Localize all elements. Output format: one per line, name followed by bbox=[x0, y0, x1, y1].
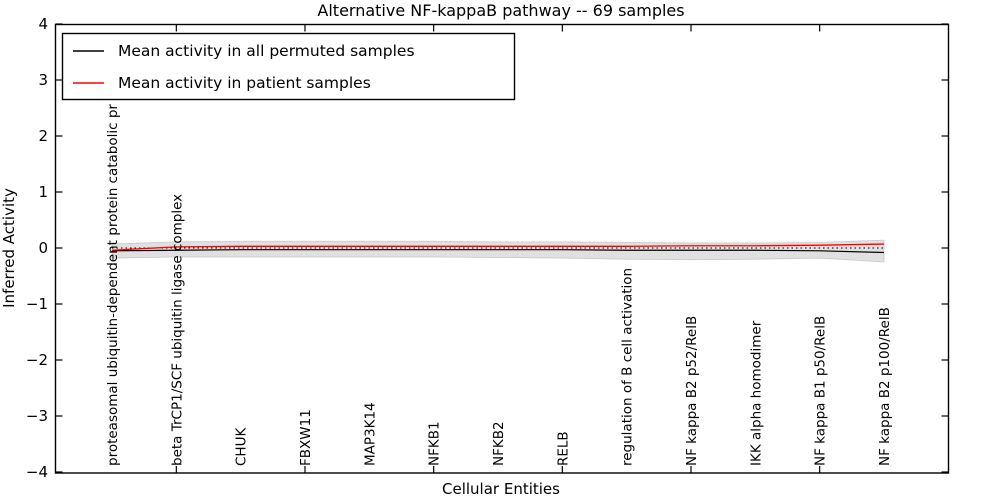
legend-label-patient: Mean activity in patient samples bbox=[118, 74, 371, 92]
plot-border bbox=[54, 23, 950, 474]
x-category-label: regulation of B cell activation bbox=[620, 268, 636, 466]
x-category-label: NFKB1 bbox=[427, 421, 443, 466]
chart-title: Alternative NF-kappaB pathway -- 69 samp… bbox=[317, 1, 684, 20]
x-category-label: NF kappa B2 p100/RelB bbox=[877, 307, 893, 466]
legend-box bbox=[61, 32, 516, 101]
x-category-label: MAP3K14 bbox=[362, 402, 378, 466]
x-category-label: NFKB2 bbox=[491, 421, 507, 466]
x-axis-label: Cellular Entities bbox=[442, 480, 560, 498]
confidence-band bbox=[111, 239, 885, 263]
y-tick-label: −4 bbox=[26, 463, 48, 481]
patient-mean-line bbox=[111, 243, 885, 251]
legend: Mean activity in all permuted samples Me… bbox=[61, 32, 516, 101]
y-tick-label: −1 bbox=[26, 295, 48, 313]
x-category-label: NF kappa B2 p52/RelB bbox=[684, 316, 700, 466]
x-category-label: FBXW11 bbox=[298, 409, 314, 466]
x-category-label: RELB bbox=[555, 431, 571, 466]
x-category-label: proteasomal ubiquitin-dependent protein … bbox=[105, 104, 121, 466]
x-category-label: CHUK bbox=[234, 427, 250, 466]
y-tick-label: 1 bbox=[38, 183, 48, 201]
permuted-mean-line bbox=[111, 249, 885, 254]
y-tick-label: −3 bbox=[26, 407, 48, 425]
y-tick-label: −2 bbox=[26, 351, 48, 369]
x-category-label: NF kappa B1 p50/RelB bbox=[813, 316, 829, 466]
y-tick-label: 0 bbox=[38, 239, 48, 257]
y-axis-label: Inferred Activity bbox=[0, 188, 18, 308]
y-tick-label: 3 bbox=[38, 71, 48, 89]
x-category-label: beta TrCP1/SCF ubiquitin ligase complex bbox=[169, 194, 185, 466]
y-tick-label: 4 bbox=[38, 15, 48, 33]
plot-area: 4 3 2 1 0 −1 −2 −3 −4 proteasomal ubiquitin-depen… bbox=[26, 15, 949, 481]
y-tick-label: 2 bbox=[38, 127, 48, 145]
legend-label-permuted: Mean activity in all permuted samples bbox=[118, 42, 415, 60]
x-category-label: IKK alpha homodimer bbox=[748, 320, 764, 466]
